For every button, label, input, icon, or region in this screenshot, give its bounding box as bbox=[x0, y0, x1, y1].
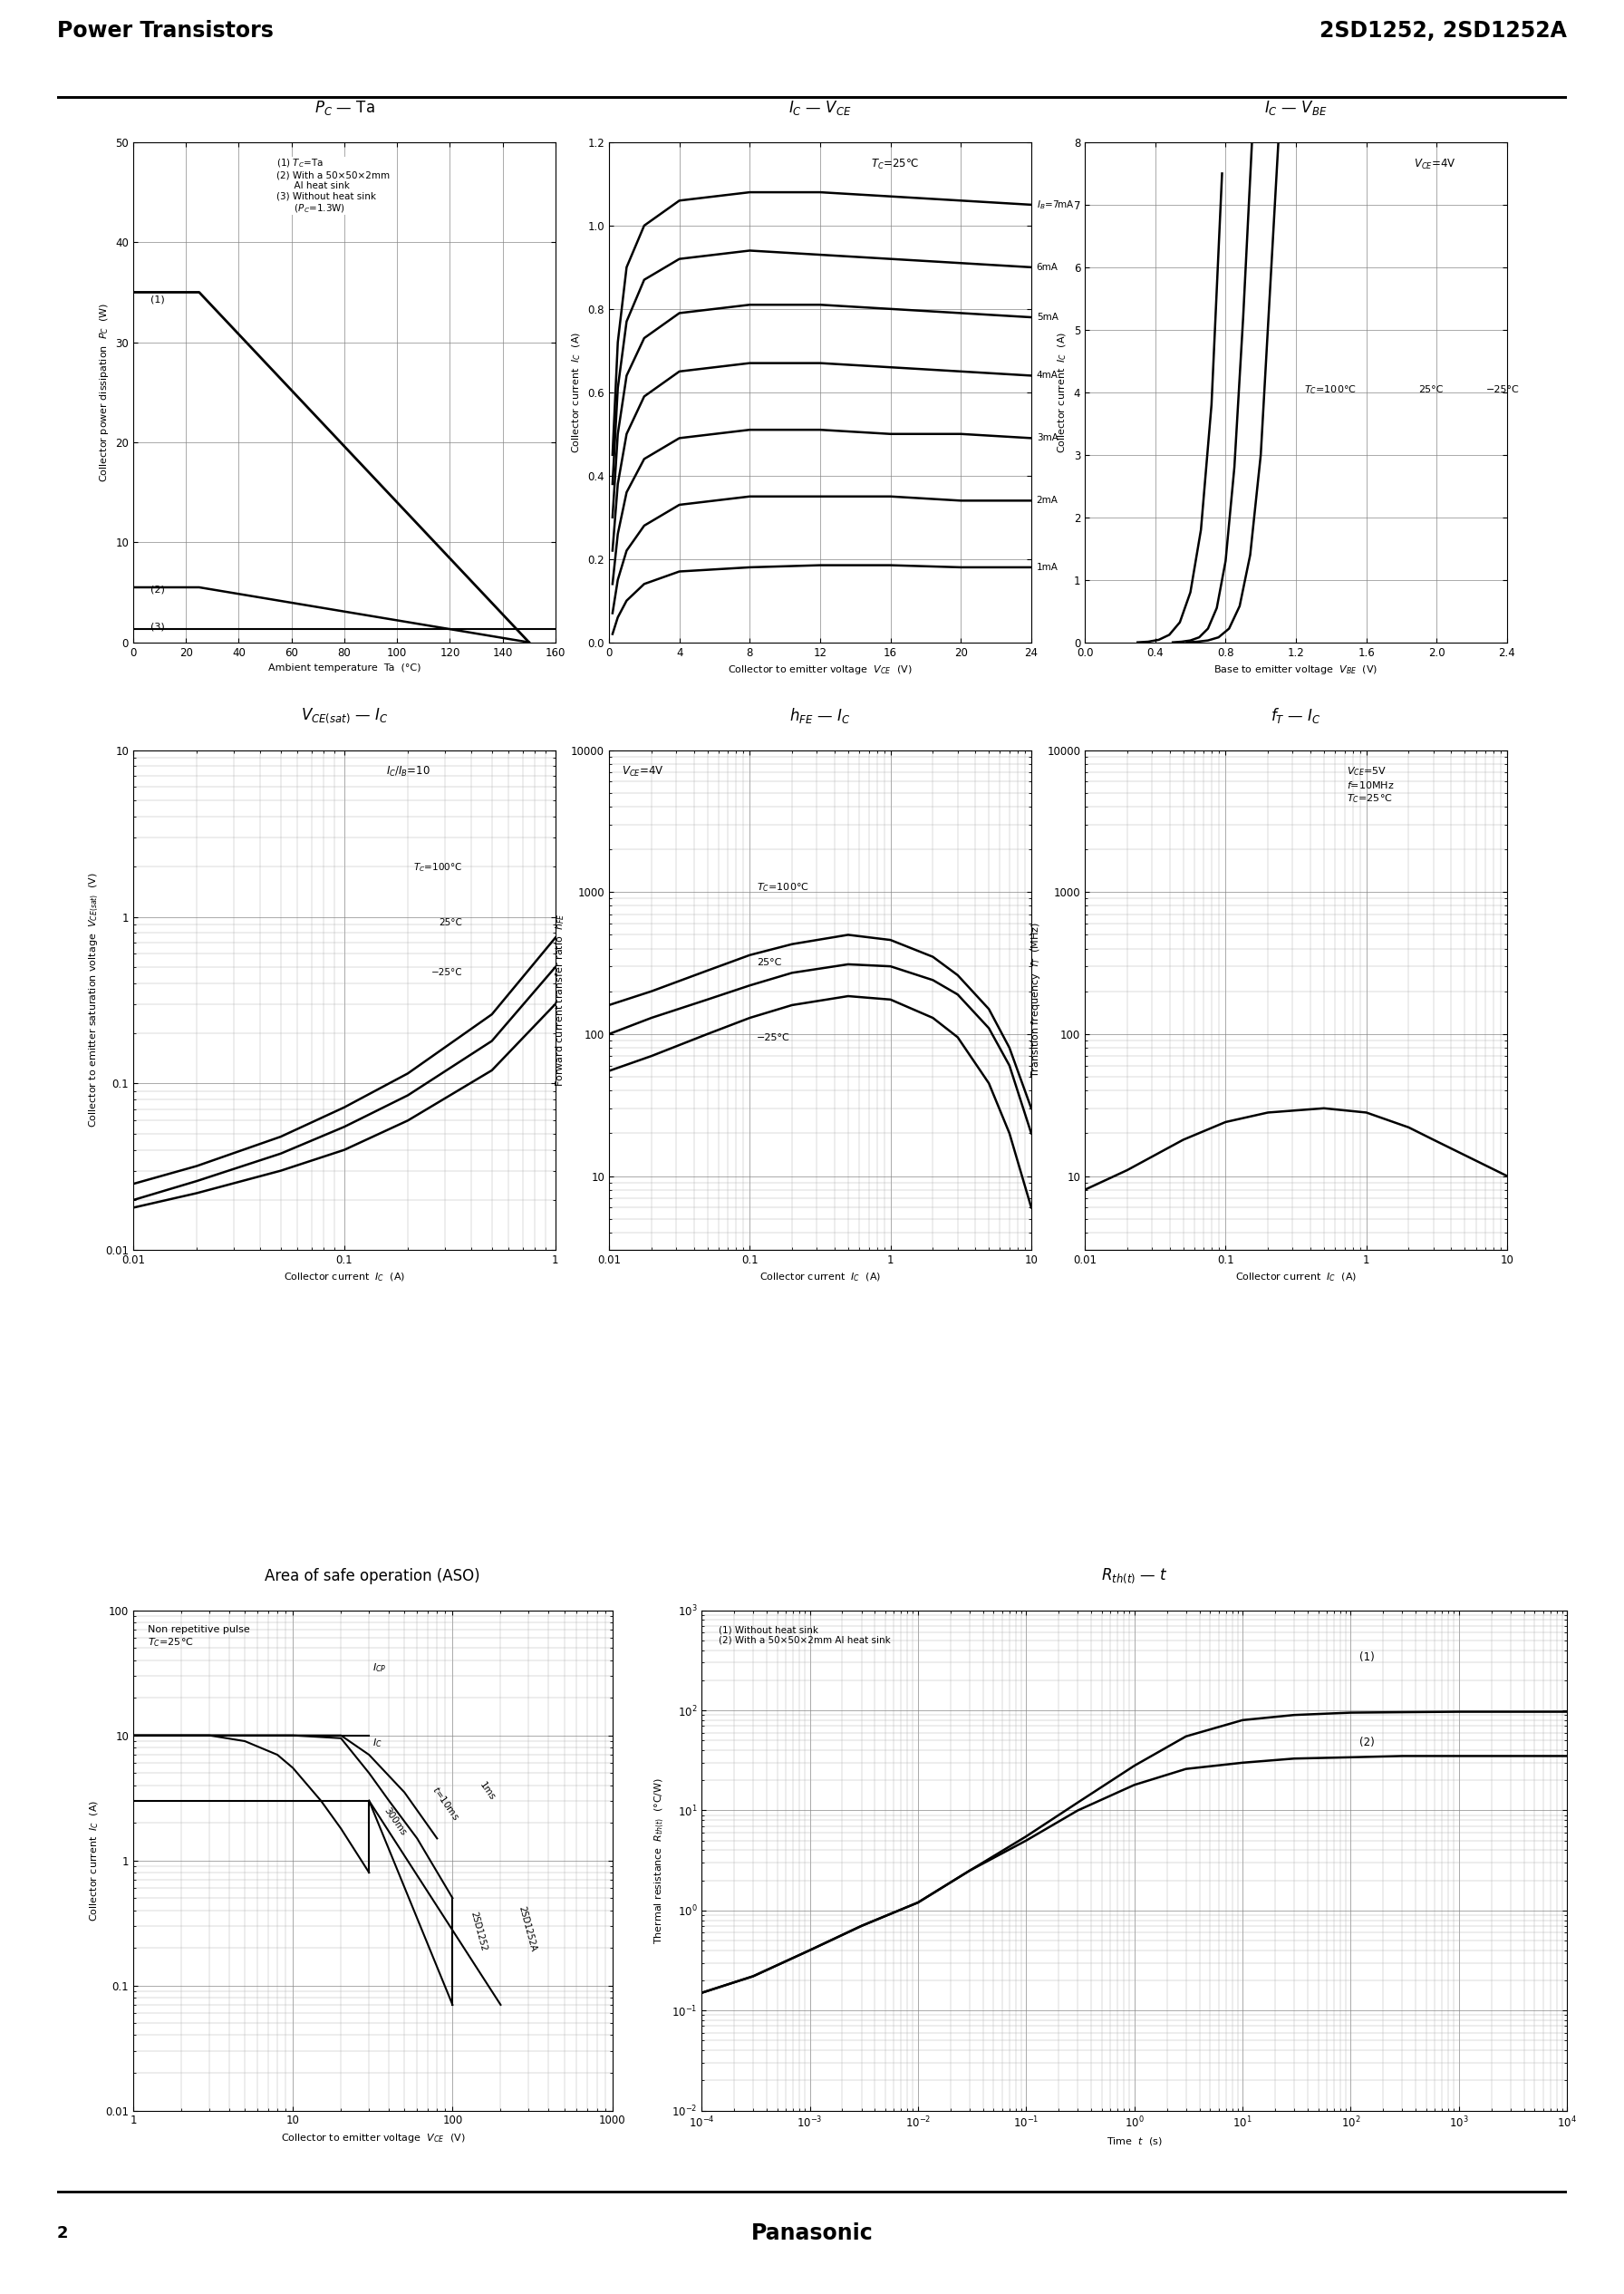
Text: $T_C$=100°C: $T_C$=100°C bbox=[757, 881, 809, 895]
Text: 2SD1252: 2SD1252 bbox=[469, 1911, 487, 1952]
Text: $R_{th(t)}$ — $t$: $R_{th(t)}$ — $t$ bbox=[1101, 1567, 1168, 1585]
X-axis label: Time  $t$  (s): Time $t$ (s) bbox=[1106, 2136, 1163, 2147]
Y-axis label: Collector current  $I_C$  (A): Collector current $I_C$ (A) bbox=[88, 1801, 101, 1920]
Text: 25°C: 25°C bbox=[757, 959, 781, 968]
Text: (1): (1) bbox=[149, 296, 164, 305]
Text: (1) Without heat sink
(2) With a 50×50×2mm Al heat sink: (1) Without heat sink (2) With a 50×50×2… bbox=[719, 1626, 892, 1645]
Text: Non repetitive pulse
$T_C$=25°C: Non repetitive pulse $T_C$=25°C bbox=[148, 1626, 250, 1649]
X-axis label: Collector current  $I_C$  (A): Collector current $I_C$ (A) bbox=[284, 1271, 404, 1285]
Y-axis label: Collector current  $I_C$  (A): Collector current $I_C$ (A) bbox=[570, 333, 583, 452]
Text: $t$=10ms: $t$=10ms bbox=[430, 1785, 461, 1821]
Text: Power Transistors: Power Transistors bbox=[57, 21, 273, 41]
Y-axis label: Collector power dissipation  $P_C$  (W): Collector power dissipation $P_C$ (W) bbox=[97, 303, 110, 482]
Text: 2SD1252A: 2SD1252A bbox=[516, 1904, 538, 1952]
Text: −25°C: −25°C bbox=[430, 968, 463, 977]
Y-axis label: Collector current  $I_C$  (A): Collector current $I_C$ (A) bbox=[1056, 333, 1069, 452]
Text: 300ms: 300ms bbox=[382, 1805, 408, 1837]
Text: $T_C$=25°C: $T_C$=25°C bbox=[870, 158, 919, 172]
Text: $V_{CE(sat)}$ — $I_C$: $V_{CE(sat)}$ — $I_C$ bbox=[300, 707, 388, 725]
Y-axis label: Forward current transfer ratio  $h_{FE}$: Forward current transfer ratio $h_{FE}$ bbox=[554, 913, 567, 1087]
X-axis label: Collector to emitter voltage  $V_{CE}$  (V): Collector to emitter voltage $V_{CE}$ (V… bbox=[728, 663, 913, 677]
Text: Area of safe operation (ASO): Area of safe operation (ASO) bbox=[265, 1567, 481, 1585]
Text: (1): (1) bbox=[1359, 1652, 1374, 1663]
Text: (2): (2) bbox=[1359, 1737, 1374, 1748]
Text: $V_{CE}$=5V
$f$=10MHz
$T_C$=25°C: $V_{CE}$=5V $f$=10MHz $T_C$=25°C bbox=[1346, 766, 1395, 805]
Text: $I_C$ — $V_{CE}$: $I_C$ — $V_{CE}$ bbox=[789, 99, 851, 117]
Text: 25°C: 25°C bbox=[438, 918, 463, 927]
Text: $h_{FE}$ — $I_C$: $h_{FE}$ — $I_C$ bbox=[789, 707, 851, 725]
Text: 2: 2 bbox=[57, 2225, 68, 2241]
X-axis label: Collector current  $I_C$  (A): Collector current $I_C$ (A) bbox=[760, 1271, 880, 1285]
Text: $I_C$: $I_C$ bbox=[374, 1737, 382, 1748]
Text: $f_T$ — $I_C$: $f_T$ — $I_C$ bbox=[1270, 707, 1322, 725]
Text: $I_B$=7mA: $I_B$=7mA bbox=[1036, 200, 1075, 211]
Text: 6mA: 6mA bbox=[1036, 264, 1059, 271]
Text: 3mA: 3mA bbox=[1036, 434, 1059, 443]
Text: 4mA: 4mA bbox=[1036, 372, 1059, 381]
Y-axis label: Collector to emitter saturation voltage  $V_{CE(sat)}$  (V): Collector to emitter saturation voltage … bbox=[88, 872, 101, 1129]
Text: $V_{CE}$=4V: $V_{CE}$=4V bbox=[1415, 158, 1457, 172]
Text: 25°C: 25°C bbox=[1419, 385, 1444, 395]
Text: Panasonic: Panasonic bbox=[750, 2223, 874, 2244]
Text: $I_C$ — $V_{BE}$: $I_C$ — $V_{BE}$ bbox=[1265, 99, 1327, 117]
X-axis label: Collector current  $I_C$  (A): Collector current $I_C$ (A) bbox=[1236, 1271, 1356, 1285]
X-axis label: Collector to emitter voltage  $V_{CE}$  (V): Collector to emitter voltage $V_{CE}$ (V… bbox=[281, 2131, 464, 2145]
Text: 1ms: 1ms bbox=[477, 1780, 497, 1803]
Text: −25°C: −25°C bbox=[757, 1032, 791, 1041]
Y-axis label: Thermal resistance  $R_{th(t)}$  (°C/W): Thermal resistance $R_{th(t)}$ (°C/W) bbox=[653, 1778, 666, 1943]
Text: $V_{CE}$=4V: $V_{CE}$=4V bbox=[622, 766, 664, 780]
Text: −25°C: −25°C bbox=[1486, 385, 1520, 395]
Text: (2): (2) bbox=[149, 585, 164, 594]
Text: $T_C$=100°C: $T_C$=100°C bbox=[1304, 383, 1356, 397]
Y-axis label: Transition frequency  $f_T$  (MHz): Transition frequency $f_T$ (MHz) bbox=[1030, 922, 1043, 1078]
Text: $I_{CP}$: $I_{CP}$ bbox=[374, 1661, 387, 1675]
Text: (1) $T_C$=Ta
(2) With a 50×50×2mm
      Al heat sink
(3) Without heat sink
     : (1) $T_C$=Ta (2) With a 50×50×2mm Al hea… bbox=[276, 158, 390, 216]
X-axis label: Base to emitter voltage  $V_{BE}$  (V): Base to emitter voltage $V_{BE}$ (V) bbox=[1213, 663, 1379, 677]
Text: $T_C$=100°C: $T_C$=100°C bbox=[414, 860, 463, 874]
X-axis label: Ambient temperature  Ta  (°C): Ambient temperature Ta (°C) bbox=[268, 663, 421, 672]
Text: $P_C$ — Ta: $P_C$ — Ta bbox=[313, 99, 375, 117]
Text: (3): (3) bbox=[149, 622, 164, 631]
Text: 2SD1252, 2SD1252A: 2SD1252, 2SD1252A bbox=[1320, 21, 1567, 41]
Text: 2mA: 2mA bbox=[1036, 496, 1059, 505]
Text: $I_C/I_B$=10: $I_C/I_B$=10 bbox=[387, 766, 430, 780]
Text: 1mA: 1mA bbox=[1036, 562, 1059, 571]
Text: 5mA: 5mA bbox=[1036, 312, 1059, 321]
